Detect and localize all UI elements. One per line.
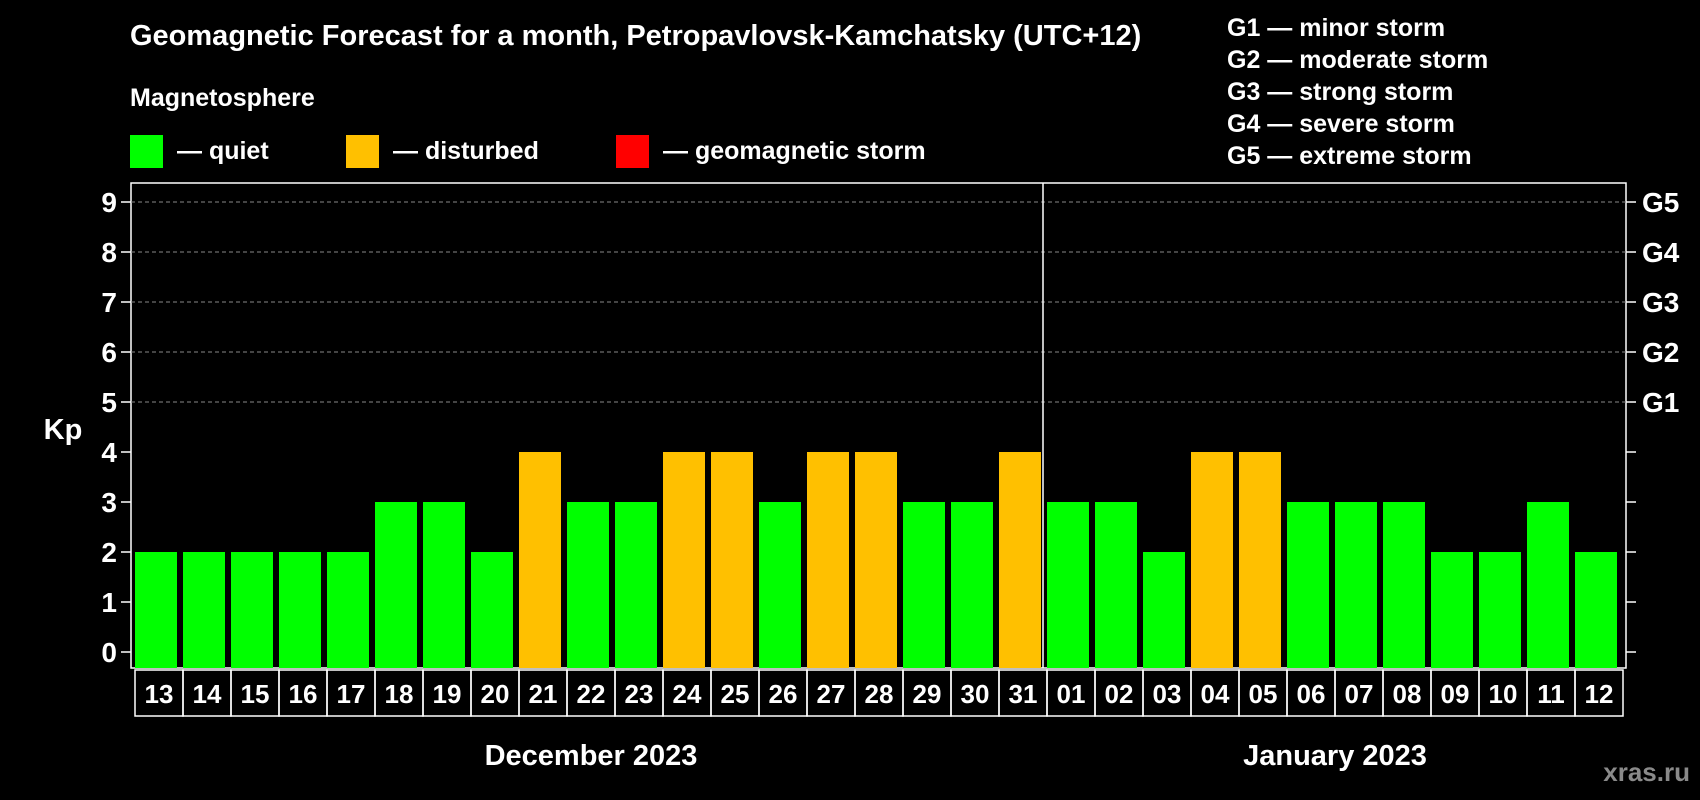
bar-day-20-7 (471, 552, 513, 668)
bar-day-23-10 (615, 502, 657, 668)
bar-day-19-6 (423, 502, 465, 668)
x-tick-label-10-28: 10 (1489, 679, 1518, 709)
bar-day-03-21 (1143, 552, 1185, 668)
bar-day-15-2 (231, 552, 273, 668)
x-tick-label-27-14: 27 (817, 679, 846, 709)
storm-scale-g4: G4 — severe storm (1227, 110, 1455, 138)
month-label-0: December 2023 (485, 740, 698, 772)
x-tick-label-19-6: 19 (433, 679, 462, 709)
bar-day-17-4 (327, 552, 369, 668)
x-tick-label-15-2: 15 (241, 679, 270, 709)
bar-day-22-9 (567, 502, 609, 668)
right-axis-label-g1: G1 (1642, 387, 1679, 418)
right-axis-label-g3: G3 (1642, 287, 1679, 318)
bar-day-27-14 (807, 452, 849, 668)
x-tick-label-13-0: 13 (145, 679, 174, 709)
bar-day-13-0 (135, 552, 177, 668)
chart-title: Geomagnetic Forecast for a month, Petrop… (130, 20, 1142, 52)
bar-day-30-17 (951, 502, 993, 668)
legend-title: Magnetosphere (130, 84, 315, 112)
bar-day-05-23 (1239, 452, 1281, 668)
bar-day-16-3 (279, 552, 321, 668)
x-tick-label-29-16: 29 (913, 679, 942, 709)
x-tick-label-08-26: 08 (1393, 679, 1422, 709)
bar-day-08-26 (1383, 502, 1425, 668)
legend-item-storm: — geomagnetic storm (616, 134, 926, 168)
x-tick-label-24-11: 24 (673, 679, 702, 709)
legend-label-quiet: — quiet (177, 136, 269, 165)
x-tick-label-22-9: 22 (577, 679, 606, 709)
bar-day-07-25 (1335, 502, 1377, 668)
storm-scale-g2: G2 — moderate storm (1227, 46, 1489, 74)
storm-scale-g1: G1 — minor storm (1227, 14, 1446, 42)
watermark: xras.ru (1603, 757, 1690, 787)
x-tick-label-12-30: 12 (1585, 679, 1614, 709)
x-tick-label-25-12: 25 (721, 679, 750, 709)
bar-day-02-20 (1095, 502, 1137, 668)
y-tick-label-8: 8 (101, 237, 117, 268)
y-tick-label-0: 0 (101, 637, 117, 668)
x-tick-label-06-24: 06 (1297, 679, 1326, 709)
bar-day-12-30 (1575, 552, 1617, 668)
y-axis-label: Kp (44, 414, 83, 446)
legend-swatch-quiet (130, 134, 163, 168)
bar-day-21-8 (519, 452, 561, 668)
bar-day-06-24 (1287, 502, 1329, 668)
legend-item-quiet: — quiet (130, 134, 269, 168)
month-label-1: January 2023 (1243, 740, 1427, 772)
x-tick-label-17-4: 17 (337, 679, 366, 709)
x-tick-label-23-10: 23 (625, 679, 654, 709)
bar-day-11-29 (1527, 502, 1569, 668)
x-tick-label-14-1: 14 (193, 679, 222, 709)
y-tick-label-9: 9 (101, 187, 117, 218)
x-tick-label-02-20: 02 (1105, 679, 1134, 709)
legend-item-disturbed: — disturbed (346, 134, 539, 168)
legend-label-disturbed: — disturbed (393, 136, 539, 165)
x-tick-label-30-17: 30 (961, 679, 990, 709)
x-tick-label-28-15: 28 (865, 679, 894, 709)
bar-day-31-18 (999, 452, 1041, 668)
x-tick-label-07-25: 07 (1345, 679, 1374, 709)
bar-day-04-22 (1191, 452, 1233, 668)
date-cell-30 (1574, 669, 1624, 717)
storm-scale-g3: G3 — strong storm (1227, 78, 1454, 106)
bar-day-10-28 (1479, 552, 1521, 668)
bar-day-01-19 (1047, 502, 1089, 668)
y-tick-label-7: 7 (101, 287, 117, 318)
x-tick-label-03-21: 03 (1153, 679, 1182, 709)
x-tick-label-04-22: 04 (1201, 679, 1230, 709)
x-tick-label-31-18: 31 (1009, 679, 1038, 709)
bar-day-14-1 (183, 552, 225, 668)
legend-label-storm: — geomagnetic storm (663, 136, 926, 165)
right-axis-label-g4: G4 (1642, 237, 1680, 268)
x-tick-label-26-13: 26 (769, 679, 798, 709)
right-axis-label-g2: G2 (1642, 337, 1679, 368)
bar-day-18-5 (375, 502, 417, 668)
y-tick-label-1: 1 (101, 587, 117, 618)
y-tick-label-2: 2 (101, 537, 117, 568)
bar-day-26-13 (759, 502, 801, 668)
bar-day-28-15 (855, 452, 897, 668)
y-tick-label-5: 5 (101, 387, 117, 418)
x-tick-label-05-23: 05 (1249, 679, 1278, 709)
bar-day-25-12 (711, 452, 753, 668)
y-tick-label-6: 6 (101, 337, 117, 368)
legend-swatch-storm (616, 134, 649, 168)
x-tick-label-20-7: 20 (481, 679, 510, 709)
right-axis-label-g5: G5 (1642, 187, 1679, 218)
bar-day-09-27 (1431, 552, 1473, 668)
bar-day-29-16 (903, 502, 945, 668)
storm-scale-g5: G5 — extreme storm (1227, 142, 1472, 170)
y-tick-label-4: 4 (101, 437, 117, 468)
x-tick-label-01-19: 01 (1057, 679, 1086, 709)
y-tick-label-3: 3 (101, 487, 117, 518)
x-tick-label-21-8: 21 (529, 679, 558, 709)
x-tick-label-18-5: 18 (385, 679, 414, 709)
bar-day-24-11 (663, 452, 705, 668)
legend-swatch-disturbed (346, 134, 379, 168)
x-tick-label-16-3: 16 (289, 679, 318, 709)
x-tick-label-11-29: 11 (1537, 679, 1565, 709)
x-tick-label-09-27: 09 (1441, 679, 1470, 709)
